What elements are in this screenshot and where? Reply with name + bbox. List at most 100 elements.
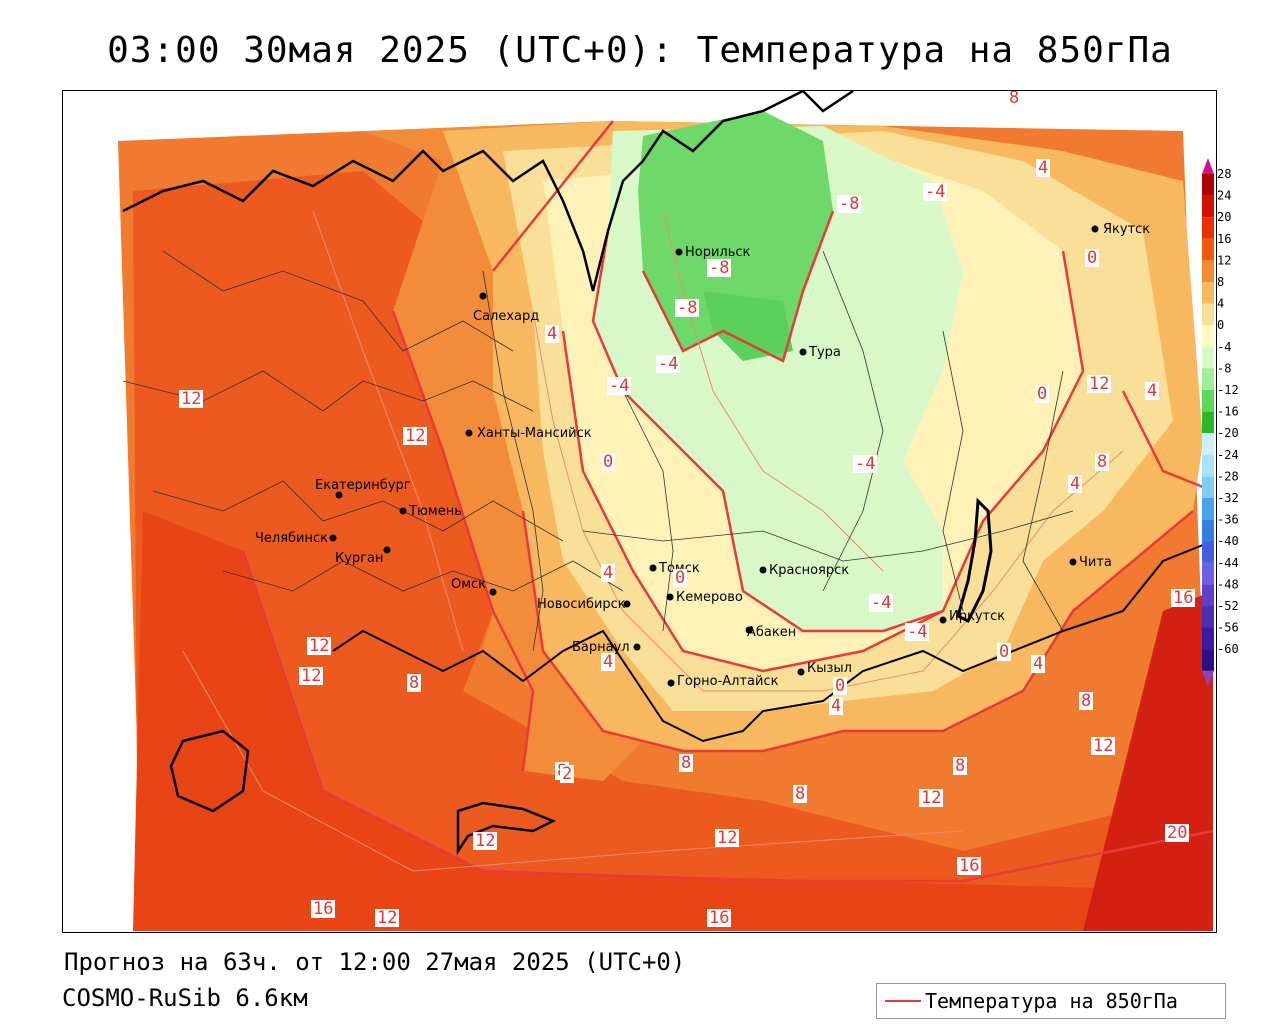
colorbar-tick: -60	[1217, 642, 1239, 656]
city-marker	[329, 534, 337, 542]
city-label: Красноярск	[769, 563, 849, 578]
city-marker	[465, 429, 473, 437]
isotherm-label: 4	[1070, 474, 1080, 494]
isotherm-label: 8	[1009, 91, 1019, 108]
isotherm-label: 8	[409, 673, 419, 693]
isotherm-label-bg	[869, 594, 893, 612]
isotherm-label: 4	[603, 652, 613, 672]
isotherm-label-bg	[407, 674, 421, 692]
city-marker	[633, 643, 641, 651]
isotherm-label-bg	[1165, 824, 1189, 842]
colorbar-swatch	[1202, 282, 1214, 304]
colorbar-tick: -20	[1217, 426, 1239, 440]
city-marker	[1069, 558, 1077, 566]
isotherm-label-bg	[1085, 249, 1099, 267]
isotherm-label: 8	[1081, 691, 1091, 711]
colorbar-top-arrow	[1202, 158, 1214, 174]
isotherm-label-bg	[1079, 692, 1093, 710]
isotherm-label-bg	[853, 455, 877, 473]
city-label: Норильск	[685, 245, 751, 260]
city-label: Екатеринбург	[315, 478, 411, 493]
colorbar-swatch	[1202, 411, 1214, 434]
colorbar-tick: 12	[1217, 253, 1231, 267]
isotherm-label: 16	[709, 908, 729, 928]
colorbar-swatch	[1202, 390, 1214, 412]
isotherm-label: 0	[999, 642, 1009, 662]
isotherm-label-bg	[675, 299, 699, 317]
isotherm-label-bg	[375, 909, 399, 927]
isotherm-label: 4	[547, 324, 557, 344]
colorbar-tick: 20	[1217, 210, 1231, 224]
isotherm-label: 8	[955, 756, 965, 776]
colorbar-tick: -48	[1217, 577, 1239, 591]
city-marker	[799, 348, 807, 356]
isotherm-label: 4	[1033, 654, 1043, 674]
isotherm-label: 20	[1167, 823, 1187, 843]
isotherm-label: 12	[309, 636, 329, 656]
colorbar-tick: -4	[1217, 340, 1231, 354]
city-label: Салехард	[473, 309, 539, 324]
isotherm-label: -4	[871, 593, 891, 613]
isotherm-label: 8	[1097, 452, 1107, 472]
isotherm-label-bg	[707, 909, 731, 927]
city-label: Абакен	[747, 625, 796, 640]
isotherm-label: 0	[1037, 384, 1047, 404]
colorbar-tick: -36	[1217, 513, 1239, 527]
isotherm-label: -8	[677, 298, 697, 318]
isotherm-label-bg	[905, 623, 929, 641]
city-marker	[939, 616, 947, 624]
city-marker	[666, 593, 674, 601]
isotherm-label: -8	[839, 194, 859, 214]
colorbar-swatch	[1202, 498, 1214, 520]
city-label: Иркутск	[949, 609, 1005, 624]
colorbar-tick: -8	[1217, 361, 1231, 375]
city-label: Тура	[808, 345, 841, 360]
isotherm-label-bg	[1068, 475, 1082, 493]
isotherm-label-bg	[545, 325, 559, 343]
isotherm-label: 12	[921, 788, 941, 808]
colorbar-swatch	[1202, 584, 1214, 606]
model-name: COSMO-RuSib 6.6км	[62, 984, 308, 1012]
isotherm-label: -4	[907, 622, 927, 642]
city-label: Томск	[658, 561, 700, 576]
city-marker	[479, 292, 487, 300]
colorbar-tick: 8	[1217, 275, 1224, 289]
isotherm-label: 4	[1038, 158, 1048, 178]
isotherm-label: 12	[1089, 374, 1109, 394]
isotherm-label: 12	[181, 389, 201, 409]
isotherm-label-bg	[919, 789, 943, 807]
isotherm-label-bg	[1095, 453, 1109, 471]
colorbar-tick: -52	[1217, 599, 1239, 613]
isotherm-label-bg	[179, 390, 203, 408]
city-label: Чита	[1079, 555, 1112, 570]
colorbar-swatch	[1202, 627, 1214, 650]
isotherm-label: 2	[562, 764, 572, 784]
isotherm-label-bg	[601, 564, 615, 582]
legend-line-swatch	[885, 1000, 921, 1002]
isotherm-label: -4	[609, 376, 629, 396]
colorbar-tick: 24	[1217, 189, 1231, 203]
isotherm-label-bg	[307, 637, 331, 655]
isotherm-label: 0	[603, 452, 613, 472]
legend: Температура на 850гПа	[876, 983, 1226, 1019]
city-label: Новосибирск	[537, 597, 626, 612]
colorbar-swatch	[1202, 476, 1214, 498]
isotherm-label: 0	[1087, 248, 1097, 268]
city-marker	[797, 668, 805, 676]
colorbar-tick: 0	[1217, 318, 1224, 332]
temperature-map: Якутск Норильск Салехард Тура Ханты-Мансийск…	[63, 91, 1216, 932]
colorbar-swatch	[1202, 541, 1214, 563]
city-label: Курган	[335, 551, 383, 566]
isotherm-label-bg	[1035, 385, 1049, 403]
colorbar-swatch	[1202, 649, 1214, 671]
isotherm-label-bg	[1171, 589, 1195, 607]
colorbar-tick: 28	[1217, 167, 1231, 181]
isotherm-label-bg	[957, 857, 981, 875]
isotherm-label-bg	[953, 757, 967, 775]
isotherm-label-bg	[1036, 159, 1050, 177]
isotherm-label-bg	[1031, 655, 1045, 673]
city-label: Кызыл	[807, 661, 852, 676]
colorbar-swatch	[1202, 195, 1214, 218]
city-marker	[667, 679, 675, 687]
colorbar-swatch	[1202, 346, 1214, 369]
